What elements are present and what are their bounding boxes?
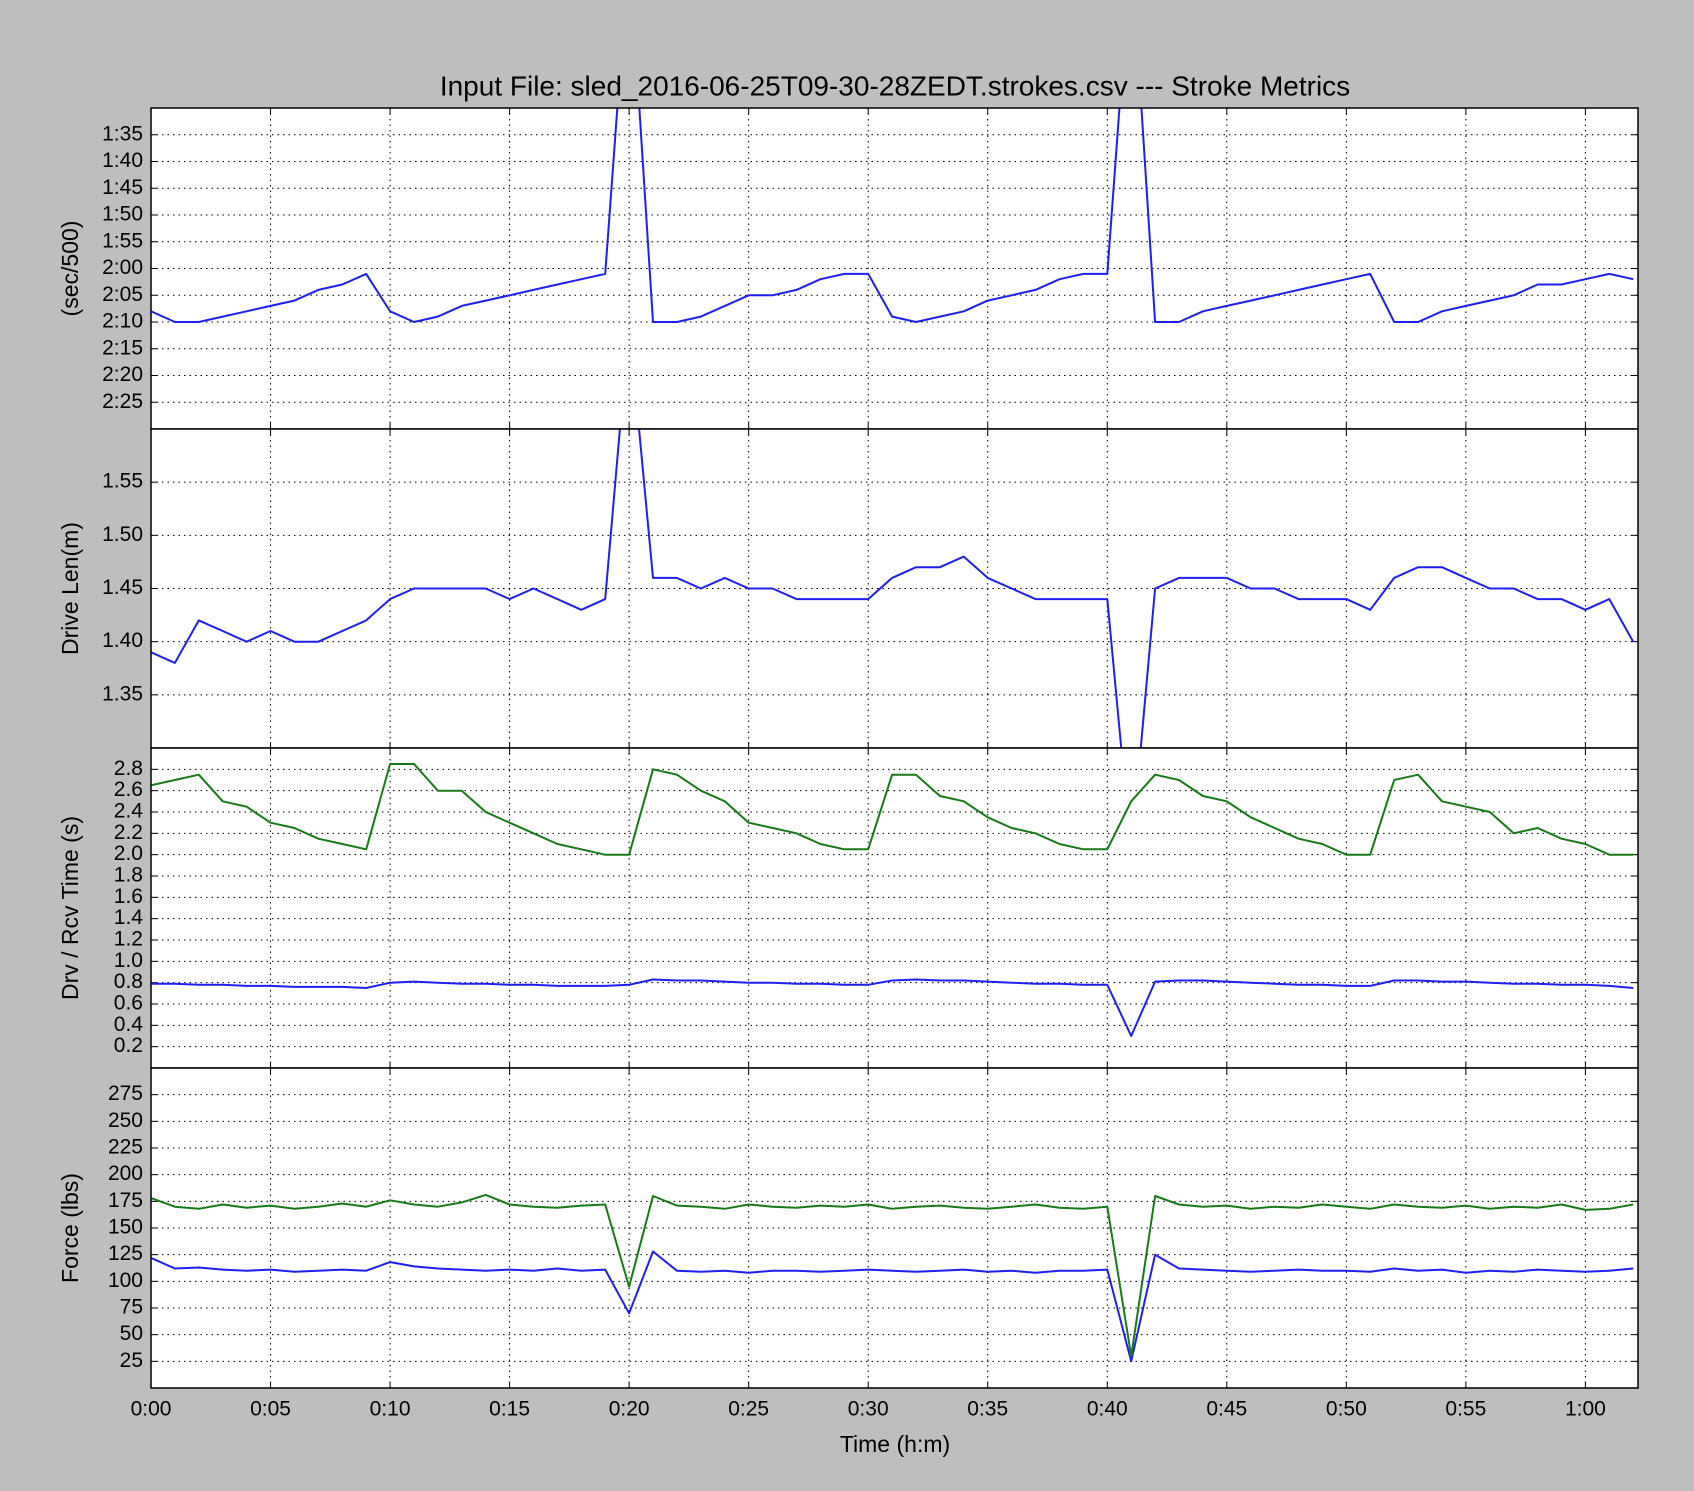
x-tick-label: 0:50 (1326, 1398, 1367, 1421)
y-tick-label: 0.2 (114, 1034, 143, 1057)
y-tick-label: 150 (108, 1216, 143, 1239)
y-axis-label: Force (lbs) (57, 1173, 83, 1283)
y-tick-label: 1.40 (102, 629, 143, 652)
y-tick-label: 2.2 (114, 821, 143, 844)
data-line (151, 763, 1634, 856)
data-line (151, 108, 1634, 323)
x-tick-label: 0:55 (1445, 1398, 1486, 1421)
y-tick-label: 0.4 (114, 1013, 144, 1036)
y-tick-label: 1:50 (102, 203, 143, 226)
y-tick-label: 175 (108, 1189, 143, 1212)
y-tick-label: 250 (108, 1109, 143, 1132)
y-axis-label: (sec/500) (57, 221, 83, 317)
y-tick-label: 25 (120, 1349, 143, 1372)
y-tick-label: 1.2 (114, 928, 143, 951)
y-tick-label: 2:00 (102, 256, 143, 279)
y-tick-label: 0.6 (114, 992, 143, 1015)
y-tick-label: 2.4 (114, 800, 144, 823)
y-tick-label: 2:25 (102, 390, 143, 413)
y-tick-label: 200 (108, 1162, 143, 1185)
x-tick-label: 0:05 (250, 1398, 291, 1421)
y-tick-label: 1.6 (114, 885, 143, 908)
y-tick-label: 100 (108, 1269, 143, 1292)
y-tick-label: 1.45 (102, 576, 143, 599)
y-tick-label: 2:05 (102, 283, 143, 306)
data-line (151, 429, 1635, 748)
x-tick-label: 0:20 (609, 1398, 650, 1421)
y-tick-label: 0.8 (114, 970, 143, 993)
y-tick-label: 1:45 (102, 176, 143, 199)
data-line (151, 1193, 1634, 1357)
y-tick-label: 225 (108, 1136, 143, 1159)
y-axis-label: Drive Len(m) (57, 522, 83, 655)
data-line (151, 1250, 1634, 1363)
y-tick-label: 275 (108, 1082, 143, 1105)
x-tick-label: 0:25 (728, 1398, 769, 1421)
y-tick-label: 2.6 (114, 778, 143, 801)
y-tick-label: 50 (120, 1322, 143, 1345)
plot-frame (150, 1067, 1639, 1389)
y-tick-label: 1.4 (114, 906, 144, 929)
x-axis-label: Time (h:m) (840, 1431, 950, 1457)
y-axis-label: Drv / Rcv Time (s) (57, 816, 83, 1000)
y-tick-label: 125 (108, 1242, 143, 1265)
x-tick-label: 0:30 (848, 1398, 889, 1421)
y-tick-label: 1.0 (114, 949, 143, 972)
x-tick-label: 0:15 (489, 1398, 530, 1421)
x-tick-label: 0:00 (131, 1398, 172, 1421)
y-tick-label: 1.55 (102, 470, 143, 493)
y-tick-label: 2.8 (114, 757, 143, 780)
y-tick-label: 2.0 (114, 842, 143, 865)
y-tick-label: 75 (120, 1296, 143, 1319)
plot-area (151, 748, 1638, 1068)
y-tick-label: 1:55 (102, 229, 143, 252)
x-tick-label: 0:45 (1206, 1398, 1247, 1421)
x-tick-label: 0:10 (370, 1398, 411, 1421)
y-tick-label: 1:40 (102, 149, 143, 172)
chart-title: Input File: sled_2016-06-25T09-30-28ZEDT… (440, 70, 1350, 101)
x-tick-label: 0:40 (1087, 1398, 1128, 1421)
y-tick-label: 2:20 (102, 363, 143, 386)
y-tick-label: 1.8 (114, 864, 143, 887)
y-tick-label: 1.35 (102, 682, 143, 705)
data-line (151, 978, 1634, 1037)
y-tick-label: 2:15 (102, 336, 143, 359)
x-tick-label: 1:00 (1565, 1398, 1606, 1421)
x-tick-label: 0:35 (967, 1398, 1008, 1421)
y-tick-label: 1.50 (102, 523, 143, 546)
y-tick-label: 1:35 (102, 122, 143, 145)
y-tick-label: 2:10 (102, 310, 143, 333)
